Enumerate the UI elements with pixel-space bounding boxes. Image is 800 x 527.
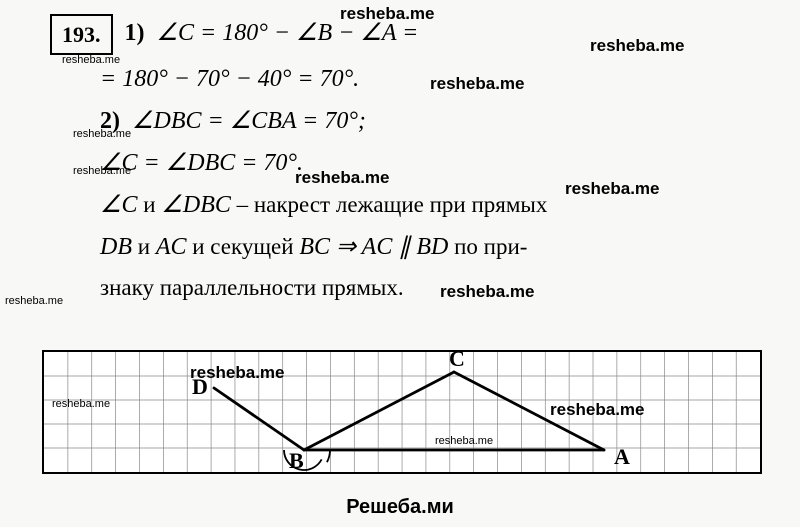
l6-text2: по при-	[448, 234, 527, 259]
diagram-grid: ABCD	[42, 350, 762, 474]
l6-c: BC ⇒ AC ∥ BD	[299, 234, 448, 260]
l6-b: AC	[156, 234, 187, 260]
problem-number: 193.	[50, 14, 113, 55]
watermark: resheba.me	[590, 36, 685, 56]
diagram-svg: ABCD	[44, 352, 760, 472]
line-6: DB и AC и секущей BC ⇒ AC ∥ BD по при-	[50, 229, 750, 265]
svg-text:C: C	[449, 352, 465, 371]
watermark: resheba.me	[73, 165, 131, 177]
watermark: resheba.me	[565, 179, 660, 199]
watermark: resheba.me	[340, 4, 435, 24]
line-4: ∠C = ∠DBC = 70°.	[50, 145, 750, 181]
eq-3: ∠DBC = ∠CBA = 70°;	[132, 108, 366, 134]
watermark: resheba.me	[5, 295, 63, 307]
l5-a: ∠C	[100, 192, 138, 218]
l5-and: и	[138, 192, 162, 217]
l7-text: знаку параллельности прямых.	[100, 275, 404, 300]
svg-text:A: A	[614, 444, 630, 469]
l6-and: и	[132, 234, 156, 259]
line-2: = 180° − 70° − 40° = 70°.	[50, 61, 750, 97]
item-1-num: 1)	[125, 20, 145, 46]
watermark: resheba.me	[190, 363, 285, 383]
l6-text1: и секущей	[186, 234, 299, 259]
watermark: resheba.me	[440, 282, 535, 302]
watermark: resheba.me	[52, 398, 110, 410]
l5-b: ∠DBC	[161, 192, 231, 218]
footer-text: Решеба.ми	[0, 496, 800, 519]
line-3: 2) ∠DBC = ∠CBA = 70°;	[50, 103, 750, 139]
watermark: resheba.me	[435, 435, 493, 447]
watermark: resheba.me	[73, 128, 131, 140]
line-7: знаку параллельности прямых.	[50, 271, 750, 306]
watermark: resheba.me	[550, 400, 645, 420]
eq-2: = 180° − 70° − 40° = 70°.	[100, 66, 359, 92]
svg-text:B: B	[289, 448, 304, 472]
l5-text: – накрест лежащие при прямых	[231, 192, 548, 217]
watermark: resheba.me	[295, 168, 390, 188]
watermark: resheba.me	[430, 74, 525, 94]
l6-a: DB	[100, 234, 132, 260]
watermark: resheba.me	[62, 54, 120, 66]
